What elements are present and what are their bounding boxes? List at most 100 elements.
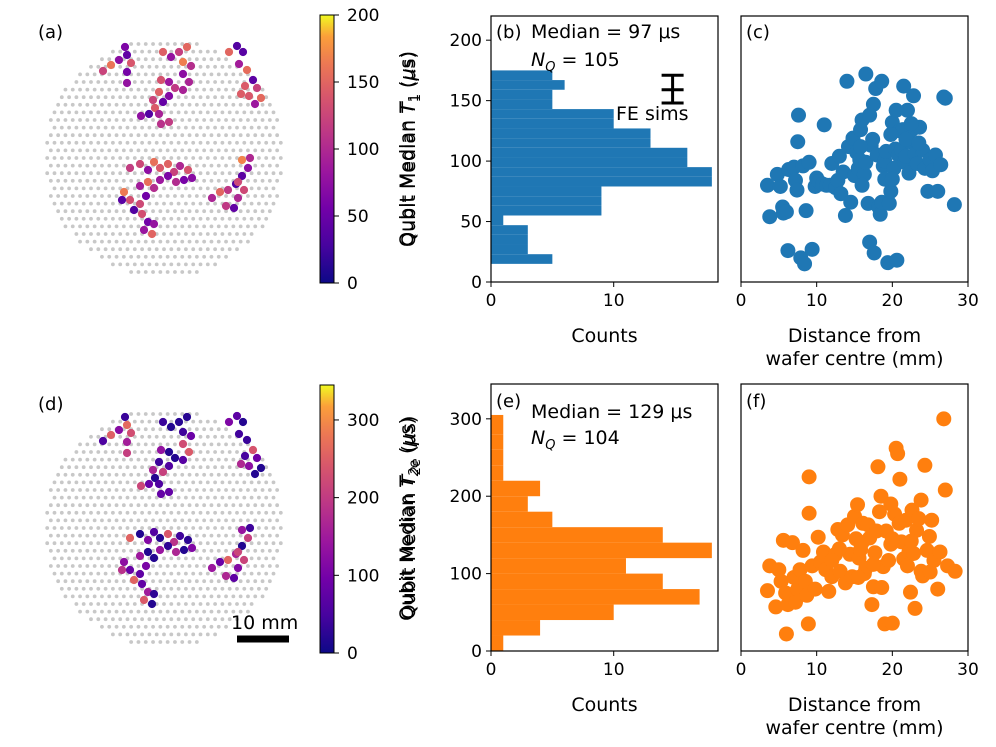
wafer-grid-dot (180, 503, 185, 508)
wafer-grid-dot (176, 232, 181, 236)
wafer-grid-dot (52, 495, 57, 500)
wafer-grid-dot (257, 216, 261, 221)
wafer-map-t1 (45, 41, 283, 274)
qubit-dot (149, 589, 159, 599)
wafer-grid-dot (114, 472, 119, 477)
wafer-grid-dot (111, 419, 115, 424)
wafer-grid-dot (249, 110, 254, 115)
scatter-point (768, 599, 784, 615)
x-tick-label: 0 (736, 291, 747, 311)
wafer-grid-dot (63, 87, 68, 92)
wafer-grid-dot (224, 133, 228, 138)
wafer-grid-dot (253, 518, 258, 523)
scatter-point (865, 131, 881, 147)
wafer-grid-dot (187, 57, 192, 62)
wafer-grid-dot (191, 156, 196, 160)
wafer-grid-dot (238, 488, 243, 492)
wafer-grid-dot (78, 209, 82, 214)
wafer-grid-dot (118, 465, 123, 470)
wafer-grid-dot (70, 579, 75, 584)
wafer-grid-dot (114, 254, 119, 259)
wafer-grid-dot (224, 254, 228, 259)
qubit-dot (120, 412, 130, 422)
scatter-point (924, 512, 940, 528)
wafer-grid-dot (176, 110, 181, 115)
wafer-grid-dot (173, 594, 177, 599)
wafer-grid-dot (165, 579, 170, 584)
wafer-grid-dot (202, 624, 207, 629)
wafer-grid-dot (194, 270, 199, 274)
scatter-point (864, 597, 880, 613)
scatter-point (870, 459, 886, 475)
wafer-grid-dot (136, 564, 141, 568)
scatter-point (921, 528, 937, 544)
wafer-grid-dot (89, 140, 93, 145)
wafer-grid-dot (81, 125, 86, 130)
wafer-grid-dot (176, 465, 181, 470)
wafer-grid-dot (162, 586, 166, 591)
wafer-grid-dot (63, 148, 68, 153)
wafer-grid-dot (242, 140, 247, 145)
wafer-grid-dot (103, 556, 108, 561)
wafer-grid-dot (227, 125, 232, 130)
wafer-grid-dot (275, 503, 280, 508)
wafer-grid-dot (107, 254, 112, 259)
wafer-grid-dot (180, 564, 185, 568)
wafer-grid-dot (246, 194, 250, 198)
wafer-grid-dot (278, 510, 283, 515)
wafer-grid-dot (100, 57, 104, 62)
panel-label-c: (c) (746, 22, 770, 43)
wafer-grid-dot (227, 156, 232, 160)
wafer-grid-dot (70, 209, 75, 214)
wafer-grid-dot (143, 518, 148, 523)
wafer-grid-dot (213, 571, 218, 576)
wafer-grid-dot (132, 586, 137, 591)
scatter-point (789, 182, 805, 198)
wafer-grid-dot (111, 186, 115, 191)
wafer-grid-dot (52, 171, 57, 176)
wafer-grid-dot (81, 495, 86, 500)
wafer-grid-dot (118, 450, 123, 454)
wafer-grid-dot (147, 64, 152, 69)
wafer-grid-dot (48, 133, 53, 138)
wafer-grid-dot (260, 579, 265, 584)
wafer-grid-dot (194, 163, 199, 168)
wafer-grid-dot (227, 216, 232, 221)
wafer-grid-dot (111, 465, 115, 470)
scatter-point (843, 194, 859, 210)
wafer-grid-dot (81, 156, 86, 160)
wafer-grid-dot (125, 247, 130, 252)
qubit-dot (236, 459, 246, 469)
wafer-grid-dot (194, 533, 199, 538)
wafer-grid-dot (81, 186, 86, 191)
wafer-grid-dot (213, 140, 218, 145)
wafer-grid-dot (136, 624, 141, 629)
wafer-grid-dot (154, 262, 159, 267)
wafer-grid-dot (81, 171, 86, 176)
wafer-grid-dot (107, 488, 112, 492)
wafer-grid-dot (158, 72, 163, 77)
wafer-grid-dot (209, 548, 214, 553)
wafer-grid-dot (111, 495, 115, 500)
wafer-grid-dot (184, 571, 188, 576)
qubit-dot (158, 467, 168, 477)
wafer-grid-dot (129, 457, 134, 462)
wafer-grid-dot (67, 526, 71, 530)
wafer-grid-dot (162, 156, 166, 160)
wafer-grid-dot (111, 110, 115, 115)
wafer-grid-dot (48, 178, 53, 183)
wafer-grid-dot (213, 632, 218, 637)
wafer-grid-dot (162, 140, 166, 145)
wafer-grid-dot (198, 156, 203, 160)
qubit-dot (233, 563, 243, 573)
wafer-grid-dot (253, 224, 258, 229)
wafer-grid-dot (238, 102, 243, 107)
qubit-dot (119, 557, 129, 567)
wafer-grid-dot (180, 118, 185, 122)
wafer-grid-dot (74, 450, 79, 454)
histogram-bar (491, 254, 553, 264)
wafer-grid-dot (173, 472, 177, 477)
wafer-grid-dot (92, 518, 97, 523)
wafer-grid-dot (176, 125, 181, 130)
wafer-grid-dot (205, 140, 210, 145)
